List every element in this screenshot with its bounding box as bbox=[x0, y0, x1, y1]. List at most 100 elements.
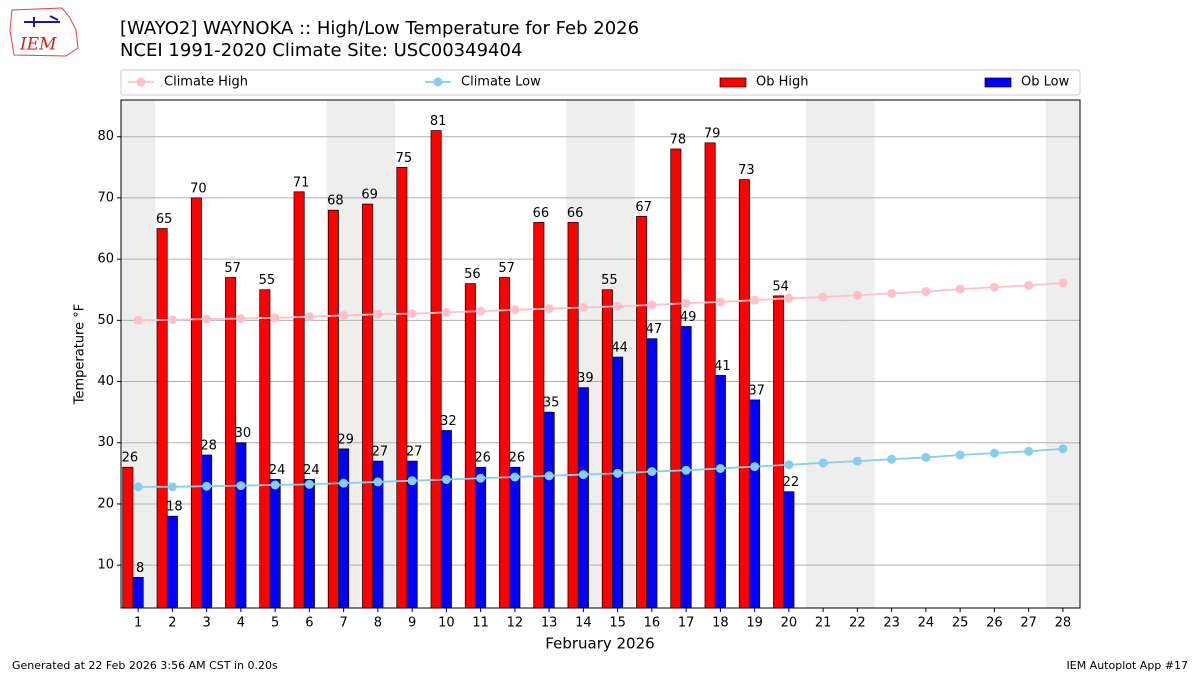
data-label: 55 bbox=[259, 273, 276, 288]
line-point bbox=[544, 304, 554, 314]
bar bbox=[235, 442, 247, 609]
line-point bbox=[1024, 280, 1034, 290]
bar bbox=[533, 222, 545, 609]
line-point bbox=[339, 310, 349, 320]
data-label: 44 bbox=[611, 341, 628, 356]
bar bbox=[464, 283, 476, 609]
bar bbox=[156, 228, 168, 609]
logo: IEM bbox=[9, 7, 79, 57]
footer-right: IEM Autoplot App #17 bbox=[1067, 659, 1189, 672]
line-point bbox=[544, 471, 554, 481]
y-tick-label: 40 bbox=[97, 374, 114, 389]
x-tick-label: 26 bbox=[986, 616, 1003, 631]
x-tick-label: 13 bbox=[541, 616, 558, 631]
x-tick-label: 8 bbox=[374, 616, 382, 631]
x-tick-label: 15 bbox=[609, 616, 626, 631]
line-point bbox=[887, 288, 897, 298]
line-point bbox=[681, 465, 691, 475]
legend-label: Ob High bbox=[756, 75, 809, 90]
x-tick-label: 2 bbox=[168, 616, 176, 631]
x-axis-label: February 2026 bbox=[545, 635, 654, 653]
line-point bbox=[955, 284, 965, 294]
line-point bbox=[270, 480, 280, 490]
legend-label: Climate Low bbox=[461, 75, 541, 90]
line-point bbox=[133, 482, 143, 492]
line-point bbox=[304, 479, 314, 489]
x-tick-label: 10 bbox=[438, 616, 455, 631]
data-label: 8 bbox=[136, 561, 144, 576]
bar bbox=[773, 295, 785, 609]
x-tick-label: 23 bbox=[883, 616, 900, 631]
data-label: 28 bbox=[200, 438, 217, 453]
data-label: 26 bbox=[122, 451, 139, 466]
line-point bbox=[202, 481, 212, 491]
x-tick-label: 19 bbox=[746, 616, 763, 631]
line-point bbox=[989, 448, 999, 458]
line-point bbox=[921, 287, 931, 297]
bar bbox=[440, 430, 452, 609]
bar bbox=[269, 479, 281, 609]
x-tick-label: 11 bbox=[472, 616, 489, 631]
line-point bbox=[818, 458, 828, 468]
weekend-shade bbox=[1045, 100, 1080, 608]
data-label: 73 bbox=[738, 163, 755, 178]
data-label: 69 bbox=[361, 188, 378, 203]
line bbox=[138, 282, 1063, 322]
x-tick-label: 17 bbox=[678, 616, 695, 631]
bar bbox=[475, 466, 487, 609]
line-point bbox=[613, 301, 623, 311]
data-label: 70 bbox=[190, 181, 207, 196]
line-point bbox=[715, 297, 725, 307]
line-point bbox=[647, 300, 657, 310]
data-label: 41 bbox=[714, 359, 731, 374]
line-point bbox=[236, 481, 246, 491]
x-tick-label: 20 bbox=[781, 616, 798, 631]
bar bbox=[704, 142, 716, 609]
line-point bbox=[407, 476, 417, 486]
line-point bbox=[784, 293, 794, 303]
bar bbox=[577, 387, 589, 609]
x-tick-label: 27 bbox=[1020, 616, 1037, 631]
bar bbox=[166, 515, 178, 609]
bar bbox=[396, 166, 408, 609]
data-label: 65 bbox=[156, 212, 173, 227]
data-label: 27 bbox=[372, 445, 389, 460]
x-tick-label: 14 bbox=[575, 616, 592, 631]
bar bbox=[543, 411, 555, 609]
bar bbox=[499, 277, 511, 609]
line-point bbox=[510, 305, 520, 315]
bar bbox=[327, 209, 339, 609]
data-label: 79 bbox=[704, 126, 721, 141]
logo-outline bbox=[9, 7, 79, 57]
y-axis-label: Temperature °F bbox=[73, 304, 88, 405]
data-label: 54 bbox=[772, 279, 789, 294]
bar bbox=[714, 375, 726, 609]
legend-label: Ob Low bbox=[1021, 75, 1070, 90]
data-label: 27 bbox=[406, 445, 423, 460]
y-tick-label: 60 bbox=[97, 252, 114, 267]
bar bbox=[783, 491, 795, 609]
data-label: 78 bbox=[670, 132, 687, 147]
line-point bbox=[955, 450, 965, 460]
data-label: 29 bbox=[337, 432, 354, 447]
line-point bbox=[339, 478, 349, 488]
logo-icon bbox=[24, 15, 60, 27]
data-label: 66 bbox=[567, 206, 584, 221]
x-tick-label: 3 bbox=[202, 616, 210, 631]
bar bbox=[190, 197, 202, 609]
bar bbox=[259, 289, 271, 609]
x-tick-label: 12 bbox=[507, 616, 524, 631]
line-point bbox=[441, 307, 451, 317]
data-label: 81 bbox=[430, 114, 447, 129]
x-tick-label: 1 bbox=[134, 616, 142, 631]
line-point bbox=[613, 468, 623, 478]
line-point bbox=[476, 473, 486, 483]
data-label: 75 bbox=[396, 151, 413, 166]
line-point bbox=[750, 462, 760, 472]
bar bbox=[362, 203, 374, 609]
data-label: 22 bbox=[783, 475, 800, 490]
y-tick-label: 70 bbox=[97, 190, 114, 205]
line-point bbox=[921, 452, 931, 462]
x-tick-label: 6 bbox=[305, 616, 313, 631]
